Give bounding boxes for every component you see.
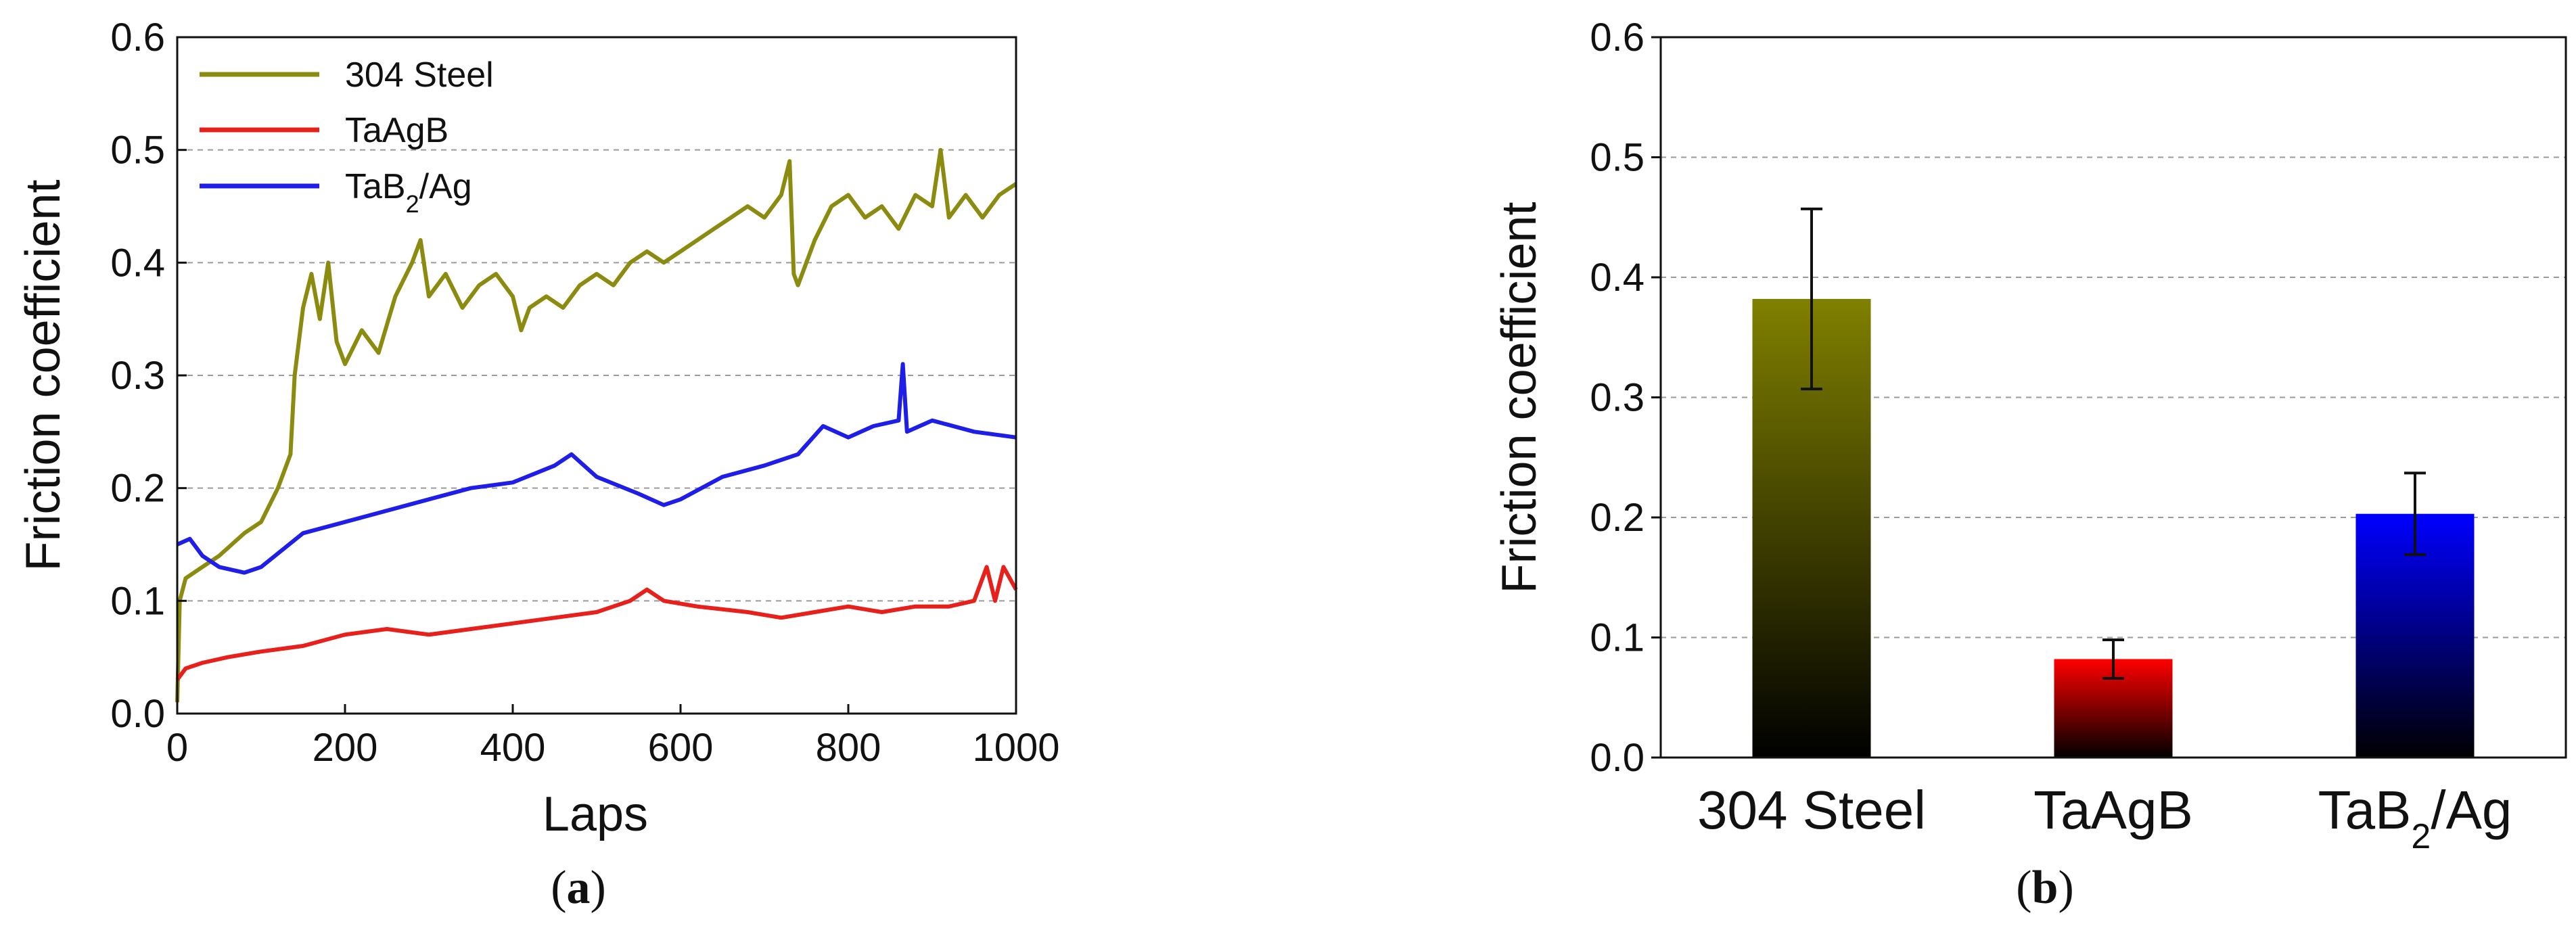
x-axis-label-a: Laps [543,787,648,841]
y-tick-label-b: 0.4 [1590,256,1644,300]
x-tick-label-a: 600 [648,726,714,770]
y-tick-label-a: 0.0 [110,692,165,736]
legend-label-tab2-ag: TaB2/Ag [345,167,472,218]
category-label-taagb: TaAgB [2033,780,2193,840]
series-line-taagb [175,565,1018,681]
y-tick-label-b: 0.3 [1590,376,1644,420]
x-tick-label-a: 800 [816,726,881,770]
panel-letter-b: b [2032,862,2058,914]
category-label-304-steel: 304 Steel [1697,780,1926,840]
series-line-304-steel [175,147,1017,703]
legend-label-304-steel: 304 Steel [345,55,494,95]
x-tick-label-a: 400 [480,726,546,770]
x-tick-label-a: 1000 [972,726,1059,770]
series-line-tab2-ag [176,362,1017,575]
line-chart-a: 0.0 0.1 0.2 0.3 0.4 0.5 0.6 0 200 400 600 800 1000 L… [16,16,1060,914]
y-tick-label-b: 0.2 [1590,496,1644,540]
legend-a: 304 Steel TaAgB TaB2/Ag [200,55,494,218]
panel-label-b: (b) [2016,862,2074,914]
y-tick-label-a: 0.4 [110,241,165,285]
y-tick-label-a: 0.6 [110,16,165,60]
y-tick-label-b: 0.6 [1590,16,1644,60]
x-tick-label-a: 0 [166,726,188,770]
y-tick-label-a: 0.5 [110,129,165,172]
y-tick-label-b: 0.0 [1590,736,1644,780]
grid-a [177,149,1016,602]
y-axis-label-a: Friction coefficient [16,180,70,572]
category-label-tab2-ag: TaB2/Ag [2318,780,2512,856]
panel-label-a: (a) [551,862,606,914]
panel-letter-a: a [567,862,591,914]
ticks-a: 0.0 0.1 0.2 0.3 0.4 0.5 0.6 0 200 400 600 800 1000 [110,16,1059,770]
y-tick-label-a: 0.2 [110,467,165,511]
legend-label-taagb: TaAgB [345,111,448,150]
bar-chart-b: 0.0 0.1 0.2 0.3 0.4 0.5 0.6 Friction coefficie… [1492,16,2567,914]
bars-b [1752,207,2475,758]
x-tick-label-a: 200 [313,726,378,770]
y-tick-label-a: 0.3 [110,354,165,398]
plot-lines-a [175,147,1018,703]
y-tick-label-a: 0.1 [110,579,165,623]
y-axis-label-b: Friction coefficient [1492,202,1546,594]
y-tick-label-b: 0.5 [1590,136,1644,180]
y-tick-label-b: 0.1 [1590,616,1644,660]
ticks-b: 0.0 0.1 0.2 0.3 0.4 0.5 0.6 [1590,16,1661,780]
